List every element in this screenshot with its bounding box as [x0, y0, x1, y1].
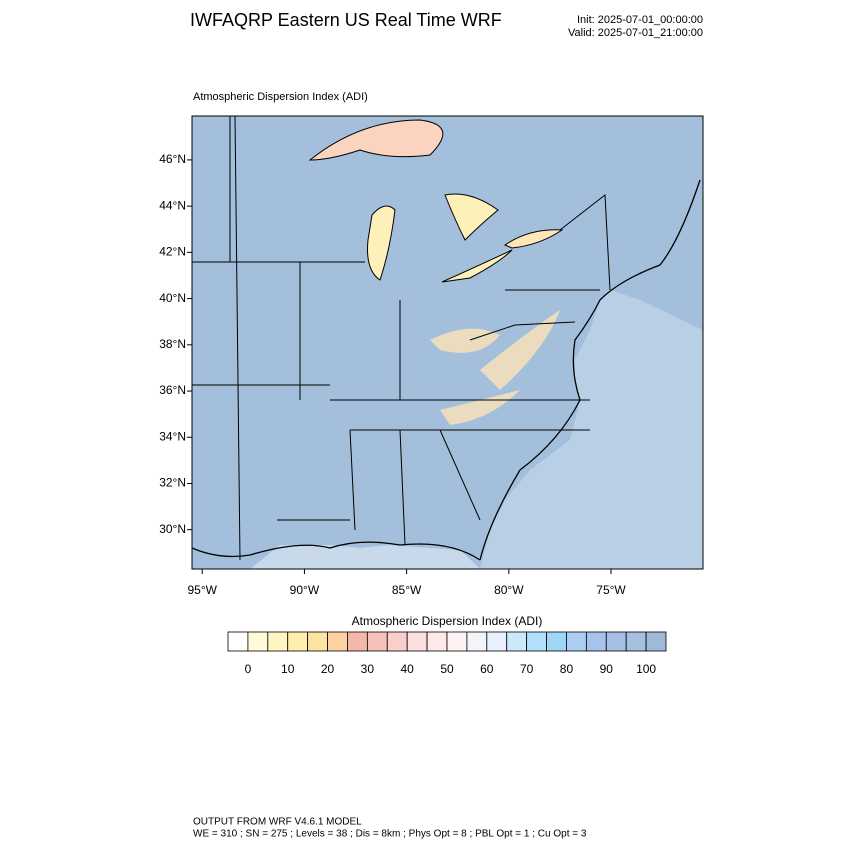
colorbar-box: [605, 631, 627, 652]
map-frame: [191, 115, 704, 570]
colorbar-box: [327, 631, 348, 652]
colorbar-label: 40: [401, 662, 415, 676]
lat-label: 36°N: [159, 383, 186, 397]
ocean: [480, 116, 703, 569]
lat-label: 46°N: [159, 152, 186, 166]
colorbar-box: [546, 631, 567, 652]
colorbar-box: [426, 631, 448, 652]
colorbar-box: [307, 631, 328, 652]
colorbar-label: 10: [281, 662, 295, 676]
colorbar-box: [625, 631, 647, 652]
colorbar-box: [406, 631, 428, 652]
footer-line: WE = 310 ; SN = 275 ; Levels = 38 ; Dis …: [193, 829, 587, 840]
colorbar-label: 80: [560, 662, 574, 676]
lat-label: 40°N: [159, 291, 186, 305]
lat-label: 44°N: [159, 198, 186, 212]
lon-label: 85°W: [392, 583, 422, 597]
lon-label: 90°W: [290, 583, 320, 597]
lat-label: 38°N: [159, 337, 186, 351]
colorbar-label: 70: [520, 662, 534, 676]
lat-label: 34°N: [159, 429, 186, 443]
map: [191, 115, 704, 570]
colorbar-box: [366, 631, 388, 652]
title: IWFAQRP Eastern US Real Time WRF: [190, 10, 502, 30]
colorbar-label: 100: [636, 662, 656, 676]
colorbar-title: Atmospheric Dispersion Index (ADI): [352, 614, 543, 628]
colorbar-box: [466, 631, 488, 652]
lat-label: 42°N: [159, 245, 186, 259]
colorbar-box: [287, 631, 309, 652]
lon-label: 95°W: [187, 583, 217, 597]
lon-label: 80°W: [494, 583, 524, 597]
colorbar-box: [526, 631, 547, 652]
boundaries: [191, 115, 701, 561]
gulf: [250, 545, 480, 569]
lon-label: 75°W: [596, 583, 626, 597]
init-time: Init: 2025-07-01_00:00:00: [577, 14, 703, 26]
colorbar-label: 0: [245, 662, 252, 676]
lake-ontario: [503, 229, 564, 249]
colorbar-box: [566, 631, 587, 652]
valid-time: Valid: 2025-07-01_21:00:00: [568, 27, 703, 39]
colorbar-box: [227, 631, 249, 652]
colorbar-box: [506, 631, 528, 652]
colorbar-box: [247, 631, 269, 652]
colorbar-box: [386, 631, 408, 652]
lake-erie: [441, 249, 513, 283]
footer-line: OUTPUT FROM WRF V4.6.1 MODEL: [193, 817, 362, 828]
colorbar-label: 50: [440, 662, 454, 676]
lake-michigan: [367, 205, 396, 281]
colorbar-box: [645, 631, 667, 652]
colorbar-label: 30: [361, 662, 375, 676]
colorbar-box: [486, 631, 508, 652]
high-adi-area: [430, 310, 560, 425]
lake-huron: [444, 193, 499, 241]
colorbar-box: [267, 631, 289, 652]
lake-superior: [308, 119, 444, 161]
colorbar-box: [585, 631, 607, 652]
lat-label: 32°N: [159, 476, 186, 490]
colorbar-label: 20: [321, 662, 335, 676]
map-subtitle: Atmospheric Dispersion Index (ADI): [193, 91, 368, 103]
colorbar-label: 90: [600, 662, 614, 676]
colorbar-box: [446, 631, 468, 652]
colorbar-label: 60: [480, 662, 494, 676]
colorbar-box: [347, 631, 368, 652]
lat-label: 30°N: [159, 522, 186, 536]
